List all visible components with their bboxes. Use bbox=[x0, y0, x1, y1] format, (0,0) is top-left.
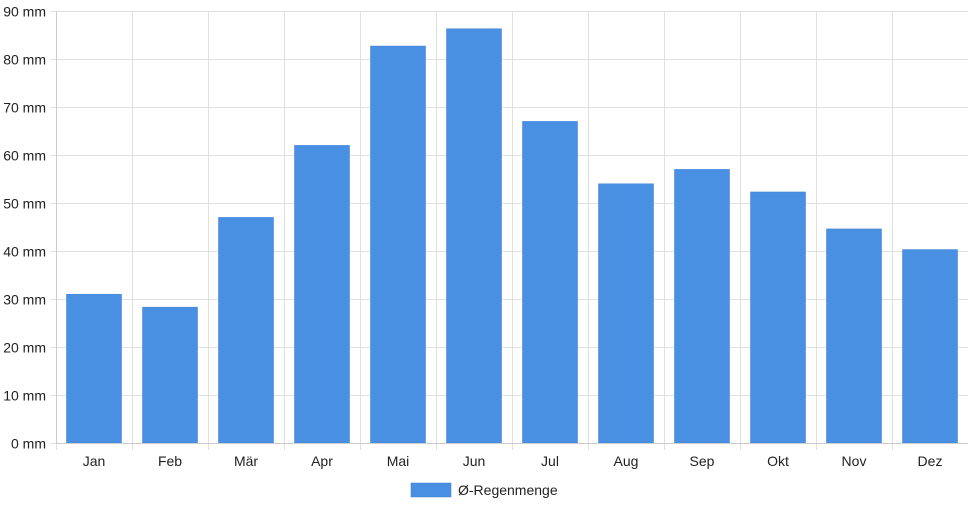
y-tick-label: 30 mm bbox=[3, 292, 46, 308]
y-tick-label: 70 mm bbox=[3, 100, 46, 116]
bar-nov bbox=[826, 228, 882, 444]
x-tick-label: Aug bbox=[614, 453, 639, 469]
y-tick-label: 90 mm bbox=[3, 4, 46, 20]
x-tick-label: Feb bbox=[158, 453, 182, 469]
y-tick-label: 60 mm bbox=[3, 148, 46, 164]
bar-apr bbox=[294, 145, 350, 444]
bar-feb bbox=[142, 306, 198, 444]
axes bbox=[56, 11, 968, 444]
bar-jun bbox=[446, 28, 502, 444]
x-tick-label: Jan bbox=[83, 453, 106, 469]
x-tick-label: Okt bbox=[767, 453, 789, 469]
x-tick-label: Mär bbox=[234, 453, 258, 469]
x-tick-label: Sep bbox=[690, 453, 715, 469]
legend: Ø-Regenmenge bbox=[410, 482, 558, 498]
bars bbox=[66, 28, 958, 444]
legend-swatch bbox=[410, 482, 452, 498]
bar-jan bbox=[66, 293, 122, 444]
x-tick-labels: Jan Feb Mär Apr Mai Jun Jul Aug Sep Okt Nov Dez bbox=[83, 453, 943, 469]
bar-jul bbox=[522, 121, 578, 444]
y-tick-labels: 0 mm 10 mm 20 mm 30 mm 40 mm 50 mm 60 mm 70 mm 8… bbox=[3, 4, 46, 452]
x-tick-label: Dez bbox=[918, 453, 943, 469]
x-tick-label: Nov bbox=[842, 453, 867, 469]
y-tick-label: 0 mm bbox=[11, 436, 46, 452]
y-tick-label: 50 mm bbox=[3, 196, 46, 212]
bar-dez bbox=[902, 249, 958, 444]
x-tick-label: Apr bbox=[311, 453, 333, 469]
bar-aug bbox=[598, 183, 654, 444]
y-tick-label: 80 mm bbox=[3, 52, 46, 68]
y-tick-label: 40 mm bbox=[3, 244, 46, 260]
x-tick-label: Jun bbox=[463, 453, 486, 469]
bar-mai bbox=[370, 45, 426, 444]
bar-okt bbox=[750, 191, 806, 444]
bar-mär bbox=[218, 217, 274, 444]
legend-label: Ø-Regenmenge bbox=[458, 482, 558, 498]
x-tick-label: Mai bbox=[387, 453, 410, 469]
x-tick-label: Jul bbox=[541, 453, 559, 469]
y-tick-label: 20 mm bbox=[3, 340, 46, 356]
y-tick-label: 10 mm bbox=[3, 388, 46, 404]
bar-sep bbox=[674, 169, 730, 444]
